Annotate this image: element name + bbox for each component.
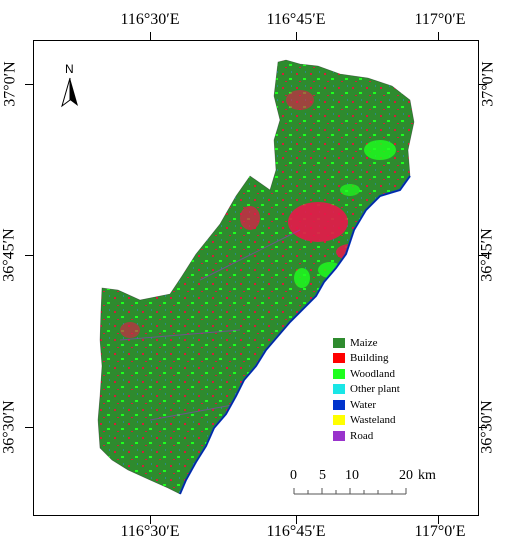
legend-swatch <box>333 353 345 364</box>
legend-swatch <box>333 368 345 379</box>
scale-label: 20 <box>399 468 413 483</box>
legend: Maize Building Woodland Other plant Water Was… <box>333 335 400 444</box>
legend-label: Road <box>350 429 374 442</box>
legend-label: Maize <box>350 336 378 349</box>
legend-item: Building <box>333 351 400 367</box>
lon-label-top: 116°45′E <box>266 11 326 28</box>
scale-unit: km <box>418 468 436 483</box>
north-label: N <box>65 62 74 76</box>
lon-label-top: 117°0′E <box>414 11 466 28</box>
lon-label-bottom: 116°45′E <box>266 523 326 540</box>
legend-item: Road <box>333 428 400 444</box>
legend-swatch <box>333 337 345 348</box>
legend-item: Other plant <box>333 382 400 398</box>
legend-label: Wasteland <box>350 414 396 427</box>
lon-label-bottom: 116°30′E <box>120 523 180 540</box>
north-arrow-icon: N <box>58 62 82 108</box>
legend-item: Woodland <box>333 366 400 382</box>
scale-bar: 0 5 10 20 km <box>290 468 436 498</box>
legend-item: Maize <box>333 335 400 351</box>
legend-swatch <box>333 384 345 395</box>
legend-item: Wasteland <box>333 413 400 429</box>
legend-label: Other plant <box>350 383 400 396</box>
legend-label: Water <box>350 398 376 411</box>
legend-label: Building <box>350 352 389 365</box>
lon-label-bottom: 117°0′E <box>414 523 466 540</box>
legend-swatch <box>333 415 345 426</box>
scale-label: 5 <box>319 468 326 483</box>
legend-label: Woodland <box>350 367 395 380</box>
lon-label-top: 116°30′E <box>120 11 180 28</box>
scale-label: 10 <box>345 468 359 483</box>
scale-label: 0 <box>290 468 297 483</box>
legend-swatch <box>333 399 345 410</box>
legend-item: Water <box>333 397 400 413</box>
legend-swatch <box>333 430 345 441</box>
